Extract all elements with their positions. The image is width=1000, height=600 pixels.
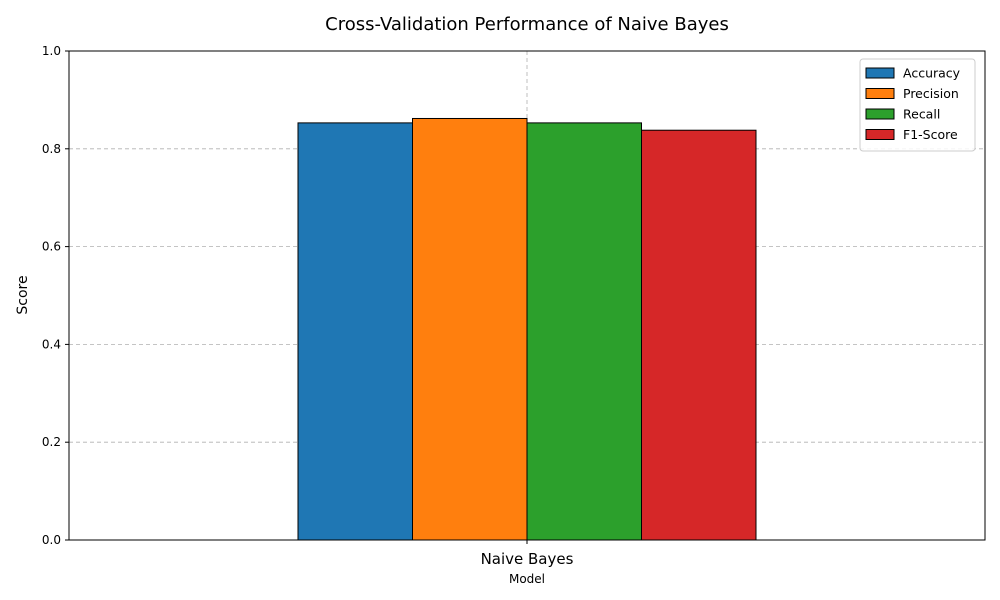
legend: Accuracy Precision Recall F1-Score [859,58,976,152]
bar-accuracy [297,122,413,541]
legend-swatch [865,88,895,99]
y-axis-ticks: 0.0 0.2 0.4 0.6 0.8 1.0 [42,44,69,547]
x-axis-ticks: Naive Bayes [481,540,574,568]
y-axis-label: Score [15,275,31,314]
x-tick-label: Naive Bayes [481,550,574,568]
legend-label: Recall [903,107,940,122]
x-axis-label: Model [509,572,545,586]
legend-swatch [865,129,895,140]
bar-precision [412,117,528,541]
legend-swatch [865,67,895,79]
bar-f1-score [641,129,757,541]
legend-label: Precision [903,86,959,101]
legend-label: F1-Score [903,127,958,142]
bars [297,117,757,541]
legend-label: Accuracy [903,66,961,81]
y-tick-label: 0.4 [42,337,61,351]
bar-recall [526,122,642,541]
y-tick-label: 0.0 [42,533,61,547]
y-tick-label: 0.8 [42,142,61,156]
y-tick-label: 0.6 [42,240,61,254]
chart-title: Cross-Validation Performance of Naive Ba… [325,14,729,35]
y-tick-label: 0.2 [42,435,61,449]
legend-swatch [865,108,895,120]
legend-box [859,58,976,152]
y-tick-label: 1.0 [42,44,61,58]
